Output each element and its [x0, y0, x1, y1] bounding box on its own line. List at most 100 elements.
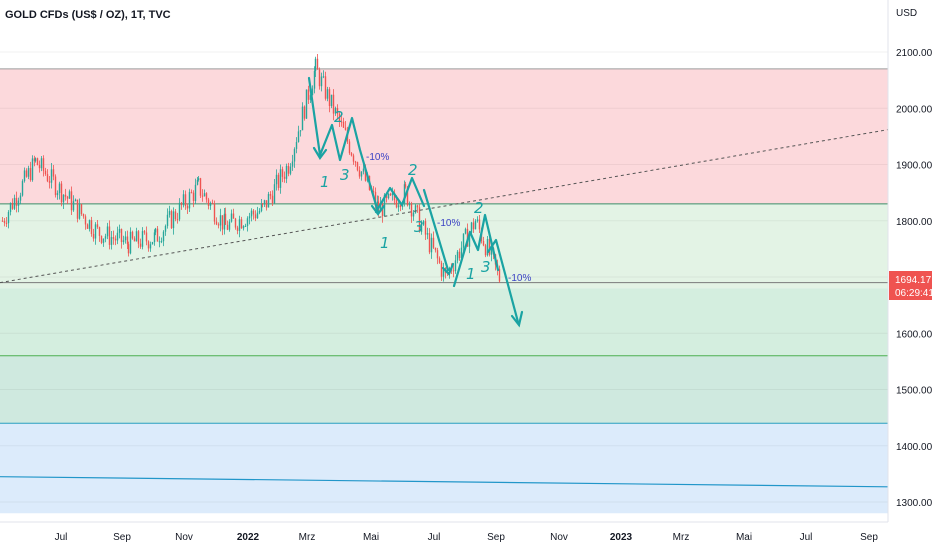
price-tick-7: 1400.00 — [896, 442, 932, 453]
candle-body — [422, 221, 425, 225]
candle-body — [36, 158, 39, 166]
candle-body — [248, 216, 251, 219]
trend-lines — [0, 129, 889, 488]
candle-body — [322, 76, 325, 78]
candle-body — [213, 203, 216, 222]
pct-label-0: -10% — [366, 152, 389, 163]
candle-body — [340, 121, 343, 123]
time-tick-6: Jul — [428, 532, 441, 543]
candle-body — [438, 258, 441, 263]
candle-body — [219, 215, 222, 226]
candle-body — [258, 210, 261, 213]
candle-body — [102, 238, 105, 243]
candle-body — [149, 244, 152, 249]
candle-body — [293, 148, 296, 162]
price-tick-0: 2100.00 — [896, 48, 932, 59]
candle-body — [94, 224, 97, 239]
candle-body — [424, 221, 427, 235]
candle-body — [108, 226, 111, 245]
candle-body — [209, 202, 212, 206]
candle-body — [474, 221, 477, 230]
candle-body — [205, 193, 208, 200]
wave-path-4 — [486, 238, 520, 324]
candle-body — [356, 162, 359, 171]
wave-number-0: 2 — [334, 108, 344, 126]
candle-body — [486, 239, 489, 256]
hand-drawn-waves — [307, 76, 524, 328]
candle-body — [76, 199, 79, 219]
candle-body — [110, 237, 113, 245]
candle-body — [488, 239, 491, 255]
wave-number-6: 2 — [474, 199, 484, 217]
candle-body — [52, 169, 55, 177]
candle-body — [442, 268, 445, 277]
candle-body — [311, 88, 314, 96]
candle-body — [404, 184, 407, 187]
candle-body — [287, 165, 290, 174]
candle-body — [440, 262, 443, 277]
candle-body — [393, 192, 396, 201]
candle-body — [313, 70, 316, 89]
candle-body — [137, 231, 140, 244]
candle-body — [289, 166, 292, 174]
candle-body — [126, 236, 129, 245]
candle-body — [34, 158, 37, 162]
candle-body — [279, 169, 282, 188]
price-tick-3: 1800.00 — [896, 217, 932, 228]
wave-path-3 — [452, 213, 500, 288]
candle-body — [143, 231, 146, 233]
candle-body — [224, 213, 227, 225]
candle-body — [156, 228, 159, 242]
candle-body — [221, 215, 224, 230]
arrow-head-1 — [441, 262, 455, 276]
candle-body — [240, 219, 243, 229]
candle-body — [397, 205, 400, 208]
candle-body — [236, 227, 239, 231]
wave-path-1 — [374, 176, 426, 214]
candle-body — [19, 195, 22, 201]
candle-body — [376, 201, 379, 207]
price-tick-8: 1300.00 — [896, 498, 932, 509]
candle-body — [344, 127, 347, 130]
wave-number-5: 3 — [414, 218, 424, 236]
candle-body — [399, 205, 402, 207]
candle-body — [60, 183, 63, 203]
candle-body — [9, 202, 12, 213]
price-axis-bg[interactable] — [888, 0, 932, 522]
candle-body — [66, 196, 69, 199]
candle-body — [129, 231, 132, 254]
candle-body — [78, 204, 81, 219]
candle-body — [151, 242, 154, 245]
candle-body — [332, 94, 335, 114]
candle-body — [478, 219, 481, 230]
candle-body — [267, 194, 270, 208]
candle-body — [48, 181, 51, 183]
candle-body — [297, 131, 300, 143]
time-axis-bg[interactable] — [0, 522, 888, 550]
blue-trendline — [0, 476, 889, 488]
candle-body — [468, 232, 471, 247]
candle-body — [418, 207, 421, 232]
candle-body — [74, 199, 77, 202]
candle-body — [234, 218, 237, 228]
price-tick-6: 1500.00 — [896, 386, 932, 397]
time-tick-0: Jul — [55, 532, 68, 543]
time-tick-7: Sep — [487, 532, 505, 543]
candle-body — [174, 211, 177, 220]
time-tick-13: Sep — [860, 532, 878, 543]
horizontal-levels — [0, 68, 888, 424]
candle-body — [232, 213, 235, 219]
candle-body — [372, 190, 375, 192]
candle-body — [62, 194, 65, 203]
current-price-tag: 1694.17 06:29:41 — [889, 271, 932, 300]
candle-body — [42, 158, 45, 171]
candle-body — [316, 58, 319, 70]
time-tick-3: 2022 — [237, 532, 260, 543]
wave-number-1: 1 — [320, 173, 330, 191]
wave-number-4: 1 — [380, 234, 390, 252]
candle-body — [158, 241, 161, 243]
candle-body — [406, 186, 409, 206]
candle-body — [15, 197, 18, 206]
